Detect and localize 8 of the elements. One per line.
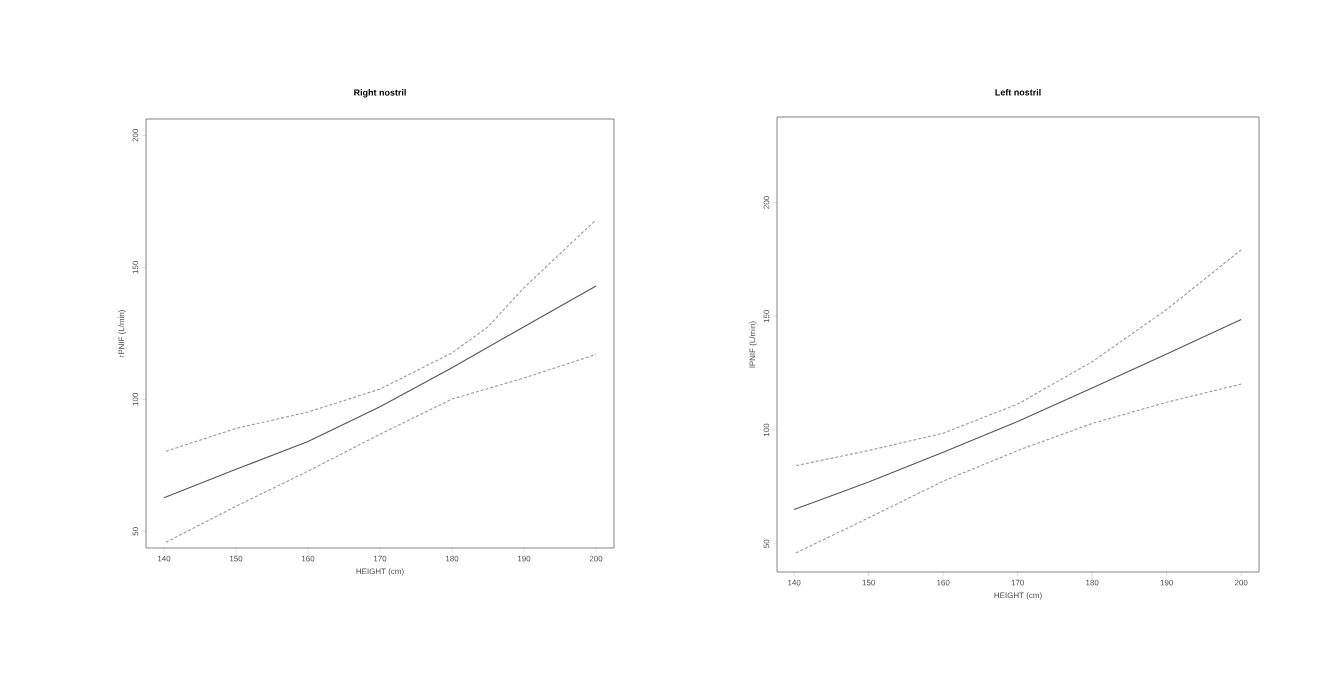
line-series bbox=[793, 318, 1242, 510]
line-series bbox=[793, 249, 1242, 467]
line-series bbox=[163, 285, 597, 499]
chart-title: Left nostril bbox=[995, 88, 1041, 96]
line-series bbox=[163, 353, 597, 544]
line-series bbox=[163, 219, 597, 453]
chart-title: Right nostril bbox=[354, 89, 406, 98]
line-series bbox=[793, 383, 1242, 555]
